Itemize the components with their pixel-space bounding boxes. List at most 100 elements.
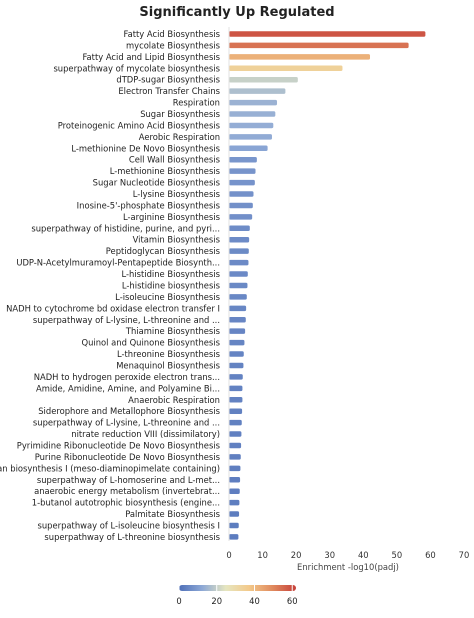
category-label: L-isoleucine Biosynthesis [115, 292, 220, 302]
category-label: superpathway of L-isoleucine biosynthesi… [38, 520, 220, 530]
bar [229, 248, 249, 254]
category-label: Inosine-5'-phosphate Biosynthesis [77, 200, 220, 210]
category-label: Fatty Acid and Lipid Biosynthesis [82, 52, 220, 62]
bar [229, 465, 241, 472]
bar [229, 156, 257, 163]
x-tick-label: 50 [392, 550, 403, 560]
category-label: UDP-N-Acetylmuramoyl-Pentapeptide Biosyn… [16, 258, 220, 268]
category-label: Palmitate Biosynthesis [125, 509, 220, 519]
category-label: Electron Transfer Chains [118, 86, 220, 96]
category-label: Vitamin Biosynthesis [133, 235, 220, 245]
bar [229, 499, 240, 506]
category-label: Sugar Nucleotide Biosynthesis [93, 178, 220, 188]
bar [229, 431, 242, 437]
category-label: L-methionine Biosynthesis [110, 166, 220, 176]
bar [229, 191, 254, 197]
category-label: Peptidoglycan Biosynthesis [106, 246, 220, 256]
category-label: mycolate Biosynthesis [126, 40, 220, 50]
category-label: Thiamine Biosynthesis [125, 326, 220, 336]
category-label: nitrate reduction VIII (dissimilatory) [71, 429, 220, 439]
bar [229, 477, 241, 483]
category-label: dTDP-sugar Biosynthesis [116, 75, 220, 85]
bar [229, 362, 244, 369]
bar [229, 202, 253, 209]
bar [229, 351, 244, 357]
bar [229, 534, 239, 540]
bar [229, 408, 243, 414]
category-label: superpathway of histidine, purine, and p… [31, 223, 220, 233]
category-label: L-arginine Biosynthesis [123, 212, 220, 222]
x-tick-label: 30 [324, 550, 335, 560]
bar [229, 134, 272, 140]
x-tick-label: 70 [459, 550, 470, 560]
bar [229, 317, 246, 323]
category-label: Sugar Biosynthesis [140, 109, 220, 119]
bar [229, 99, 278, 106]
bar [229, 168, 256, 174]
bar [229, 442, 242, 449]
colorbar-tick-label: 0 [176, 596, 181, 606]
colorbar-ticks: 0 20 40 60 [176, 585, 298, 606]
category-label: superpathway of L-threonine biosynthesis [44, 532, 220, 542]
bar [229, 88, 286, 94]
bar [229, 259, 249, 266]
category-label: L-lysine Biosynthesis [133, 189, 220, 199]
bar [229, 111, 276, 117]
x-tick-label: 60 [425, 550, 436, 560]
category-label: L-histidine Biosynthesis [121, 269, 220, 279]
bar [229, 282, 248, 289]
category-label: Siderophore and Metallophore Biosynthesi… [38, 406, 220, 416]
bar [229, 454, 241, 460]
bar [229, 122, 274, 129]
category-label: NADH to hydrogen peroxide electron trans… [34, 372, 220, 382]
colorbar-tick-label: 20 [211, 596, 222, 606]
category-label: Pyrimidine Ribonucleotide De Novo Biosyn… [17, 440, 220, 450]
bar [229, 339, 245, 346]
category-label: superpathway of L-lysine, L-threonine an… [33, 315, 220, 325]
category-label: Menaquinol Biosynthesis [116, 360, 220, 370]
bar [229, 54, 370, 60]
bar [229, 294, 247, 300]
bars-group [229, 31, 426, 540]
colorbar [179, 585, 296, 591]
category-label: Anaerobic Respiration [128, 395, 220, 405]
colorbar-tick-label: 60 [287, 596, 298, 606]
x-tick-label: 20 [291, 550, 302, 560]
x-axis-label: Enrichment -log10(padj) [297, 562, 399, 572]
bar [229, 328, 246, 334]
bar [229, 271, 248, 277]
category-label: Aerobic Respiration [139, 132, 220, 142]
bar [229, 305, 247, 312]
category-label: superpathway of mycolate biosynthesis [53, 63, 220, 73]
bar [229, 385, 243, 392]
x-tick-label: 10 [257, 550, 268, 560]
category-label: Fatty Acid Biosynthesis [124, 29, 220, 39]
category-label: Quinol and Quinone Biosynthesis [82, 338, 220, 348]
category-label: L-methionine De Novo Biosynthesis [71, 143, 220, 153]
category-label: superpathway of L-homoserine and L-met..… [37, 475, 220, 485]
bar [229, 374, 243, 380]
bar [229, 76, 298, 83]
category-label: glycan biosynthesis I (meso-diaminopimel… [0, 463, 220, 473]
bar [229, 236, 250, 243]
category-label: L-threonine Biosynthesis [117, 349, 220, 359]
category-label: NADH to cytochrome bd oxidase electron t… [6, 303, 220, 313]
category-label: Proteinogenic Amino Acid Biosynthesis [58, 120, 220, 130]
bar [229, 397, 243, 403]
x-tick-label: 0 [226, 550, 231, 560]
x-tick-label: 40 [358, 550, 369, 560]
bar [229, 65, 343, 72]
x-axis-ticks: 0 10 20 30 40 50 60 70 [226, 550, 469, 560]
bar [229, 488, 240, 494]
category-label: L-histidine biosynthesis [122, 280, 220, 290]
colorbar-tick-label: 40 [249, 596, 260, 606]
category-label: Cell Wall Biosynthesis [129, 155, 220, 165]
bar [229, 145, 268, 152]
chart-title: Significantly Up Regulated [139, 5, 334, 20]
category-label: superpathway of L-lysine, L-threonine an… [33, 418, 220, 428]
category-label: Purine Ribonucleotide De Novo Biosynthes… [35, 452, 220, 462]
bar [229, 42, 409, 49]
bar [229, 179, 255, 186]
